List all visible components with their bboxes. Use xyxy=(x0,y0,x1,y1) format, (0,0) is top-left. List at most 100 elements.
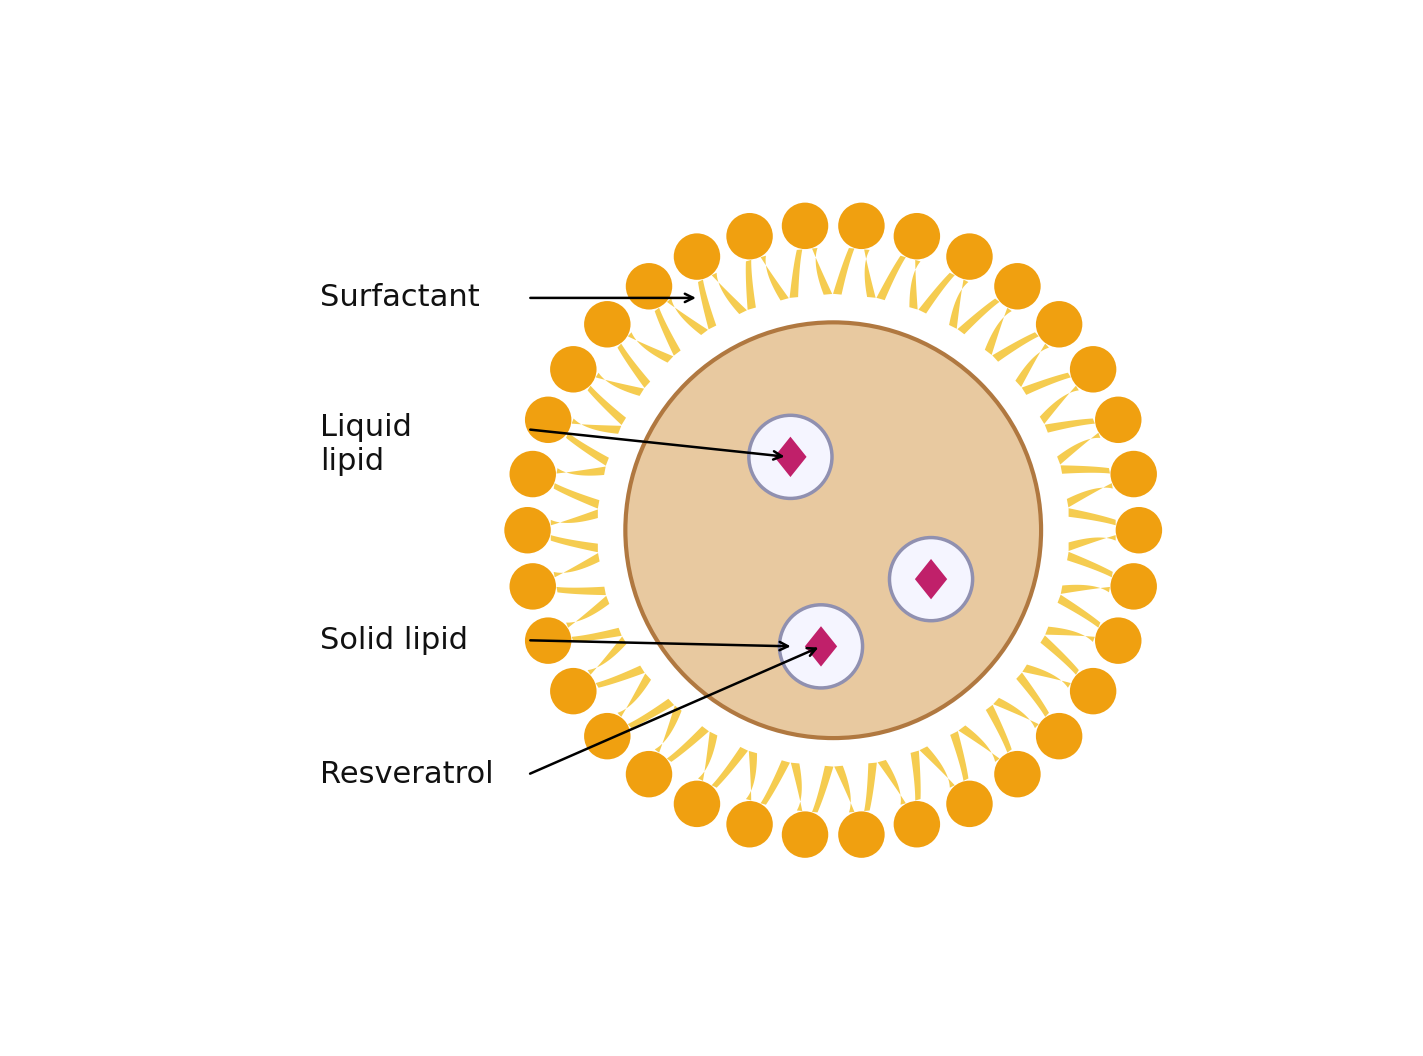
Polygon shape xyxy=(805,626,837,666)
Polygon shape xyxy=(958,299,999,335)
Circle shape xyxy=(781,811,828,857)
Polygon shape xyxy=(1057,433,1100,465)
Polygon shape xyxy=(551,535,598,552)
Polygon shape xyxy=(712,272,747,314)
Polygon shape xyxy=(596,665,645,687)
Circle shape xyxy=(1116,507,1163,553)
Polygon shape xyxy=(911,751,921,800)
Circle shape xyxy=(838,203,885,249)
Polygon shape xyxy=(834,766,854,812)
Circle shape xyxy=(838,811,885,857)
Polygon shape xyxy=(761,760,790,805)
Text: Liquid
lipid: Liquid lipid xyxy=(320,413,411,476)
Circle shape xyxy=(1096,618,1141,664)
Circle shape xyxy=(894,802,941,848)
Polygon shape xyxy=(699,280,716,329)
Circle shape xyxy=(1110,563,1157,609)
Polygon shape xyxy=(699,732,717,780)
Circle shape xyxy=(1070,667,1117,714)
Circle shape xyxy=(889,538,972,621)
Circle shape xyxy=(626,751,672,797)
Circle shape xyxy=(525,618,572,664)
Polygon shape xyxy=(746,260,756,309)
Text: Resveratrol: Resveratrol xyxy=(320,760,494,789)
Polygon shape xyxy=(1040,385,1079,425)
Polygon shape xyxy=(667,299,709,335)
Polygon shape xyxy=(554,484,599,509)
Polygon shape xyxy=(1044,418,1094,433)
Polygon shape xyxy=(959,725,999,761)
Circle shape xyxy=(1096,397,1141,444)
Polygon shape xyxy=(618,343,650,388)
Polygon shape xyxy=(596,373,645,396)
Circle shape xyxy=(946,780,993,827)
Circle shape xyxy=(995,751,1040,797)
Circle shape xyxy=(673,233,720,280)
Polygon shape xyxy=(1016,343,1049,386)
Circle shape xyxy=(1036,713,1083,759)
Circle shape xyxy=(748,415,832,498)
Polygon shape xyxy=(813,248,832,295)
Polygon shape xyxy=(1046,626,1094,642)
Polygon shape xyxy=(556,587,606,596)
Circle shape xyxy=(1110,451,1157,497)
Polygon shape xyxy=(761,256,788,301)
Circle shape xyxy=(673,780,720,827)
Circle shape xyxy=(946,233,993,280)
Polygon shape xyxy=(992,333,1039,362)
Polygon shape xyxy=(1060,466,1110,474)
Polygon shape xyxy=(551,509,598,525)
Circle shape xyxy=(726,802,773,848)
Polygon shape xyxy=(949,280,969,328)
Polygon shape xyxy=(628,699,675,729)
Circle shape xyxy=(625,322,1042,738)
Circle shape xyxy=(726,213,773,260)
Polygon shape xyxy=(618,674,652,717)
Circle shape xyxy=(1070,346,1117,393)
Polygon shape xyxy=(746,751,757,800)
Polygon shape xyxy=(554,553,599,578)
Circle shape xyxy=(525,397,572,444)
Polygon shape xyxy=(878,760,906,805)
Polygon shape xyxy=(993,698,1039,729)
Polygon shape xyxy=(566,596,609,627)
Text: Surfactant: Surfactant xyxy=(320,283,480,313)
Polygon shape xyxy=(588,385,626,425)
Polygon shape xyxy=(712,747,748,788)
Polygon shape xyxy=(1067,552,1113,578)
Circle shape xyxy=(583,713,630,759)
Polygon shape xyxy=(1057,595,1100,627)
Circle shape xyxy=(780,605,862,687)
Circle shape xyxy=(504,507,551,553)
Polygon shape xyxy=(790,249,803,298)
Polygon shape xyxy=(986,704,1012,753)
Polygon shape xyxy=(1040,636,1079,675)
Polygon shape xyxy=(1022,373,1070,395)
Circle shape xyxy=(995,263,1040,309)
Circle shape xyxy=(551,346,596,393)
Polygon shape xyxy=(655,307,680,356)
Polygon shape xyxy=(628,333,673,362)
Circle shape xyxy=(894,213,941,260)
Polygon shape xyxy=(572,418,622,434)
Text: Solid lipid: Solid lipid xyxy=(320,626,468,655)
Circle shape xyxy=(509,451,556,497)
Polygon shape xyxy=(951,731,969,780)
Polygon shape xyxy=(909,260,921,309)
Polygon shape xyxy=(918,272,955,314)
Polygon shape xyxy=(985,307,1012,355)
Circle shape xyxy=(781,203,828,249)
Polygon shape xyxy=(864,249,875,298)
Polygon shape xyxy=(556,467,606,475)
Polygon shape xyxy=(1069,508,1116,525)
Polygon shape xyxy=(864,762,877,811)
Polygon shape xyxy=(877,256,906,300)
Polygon shape xyxy=(1022,664,1070,687)
Polygon shape xyxy=(832,248,854,295)
Polygon shape xyxy=(915,559,948,600)
Polygon shape xyxy=(1069,535,1116,551)
Circle shape xyxy=(551,667,596,714)
Polygon shape xyxy=(572,628,622,642)
Circle shape xyxy=(1036,301,1083,347)
Polygon shape xyxy=(655,705,682,753)
